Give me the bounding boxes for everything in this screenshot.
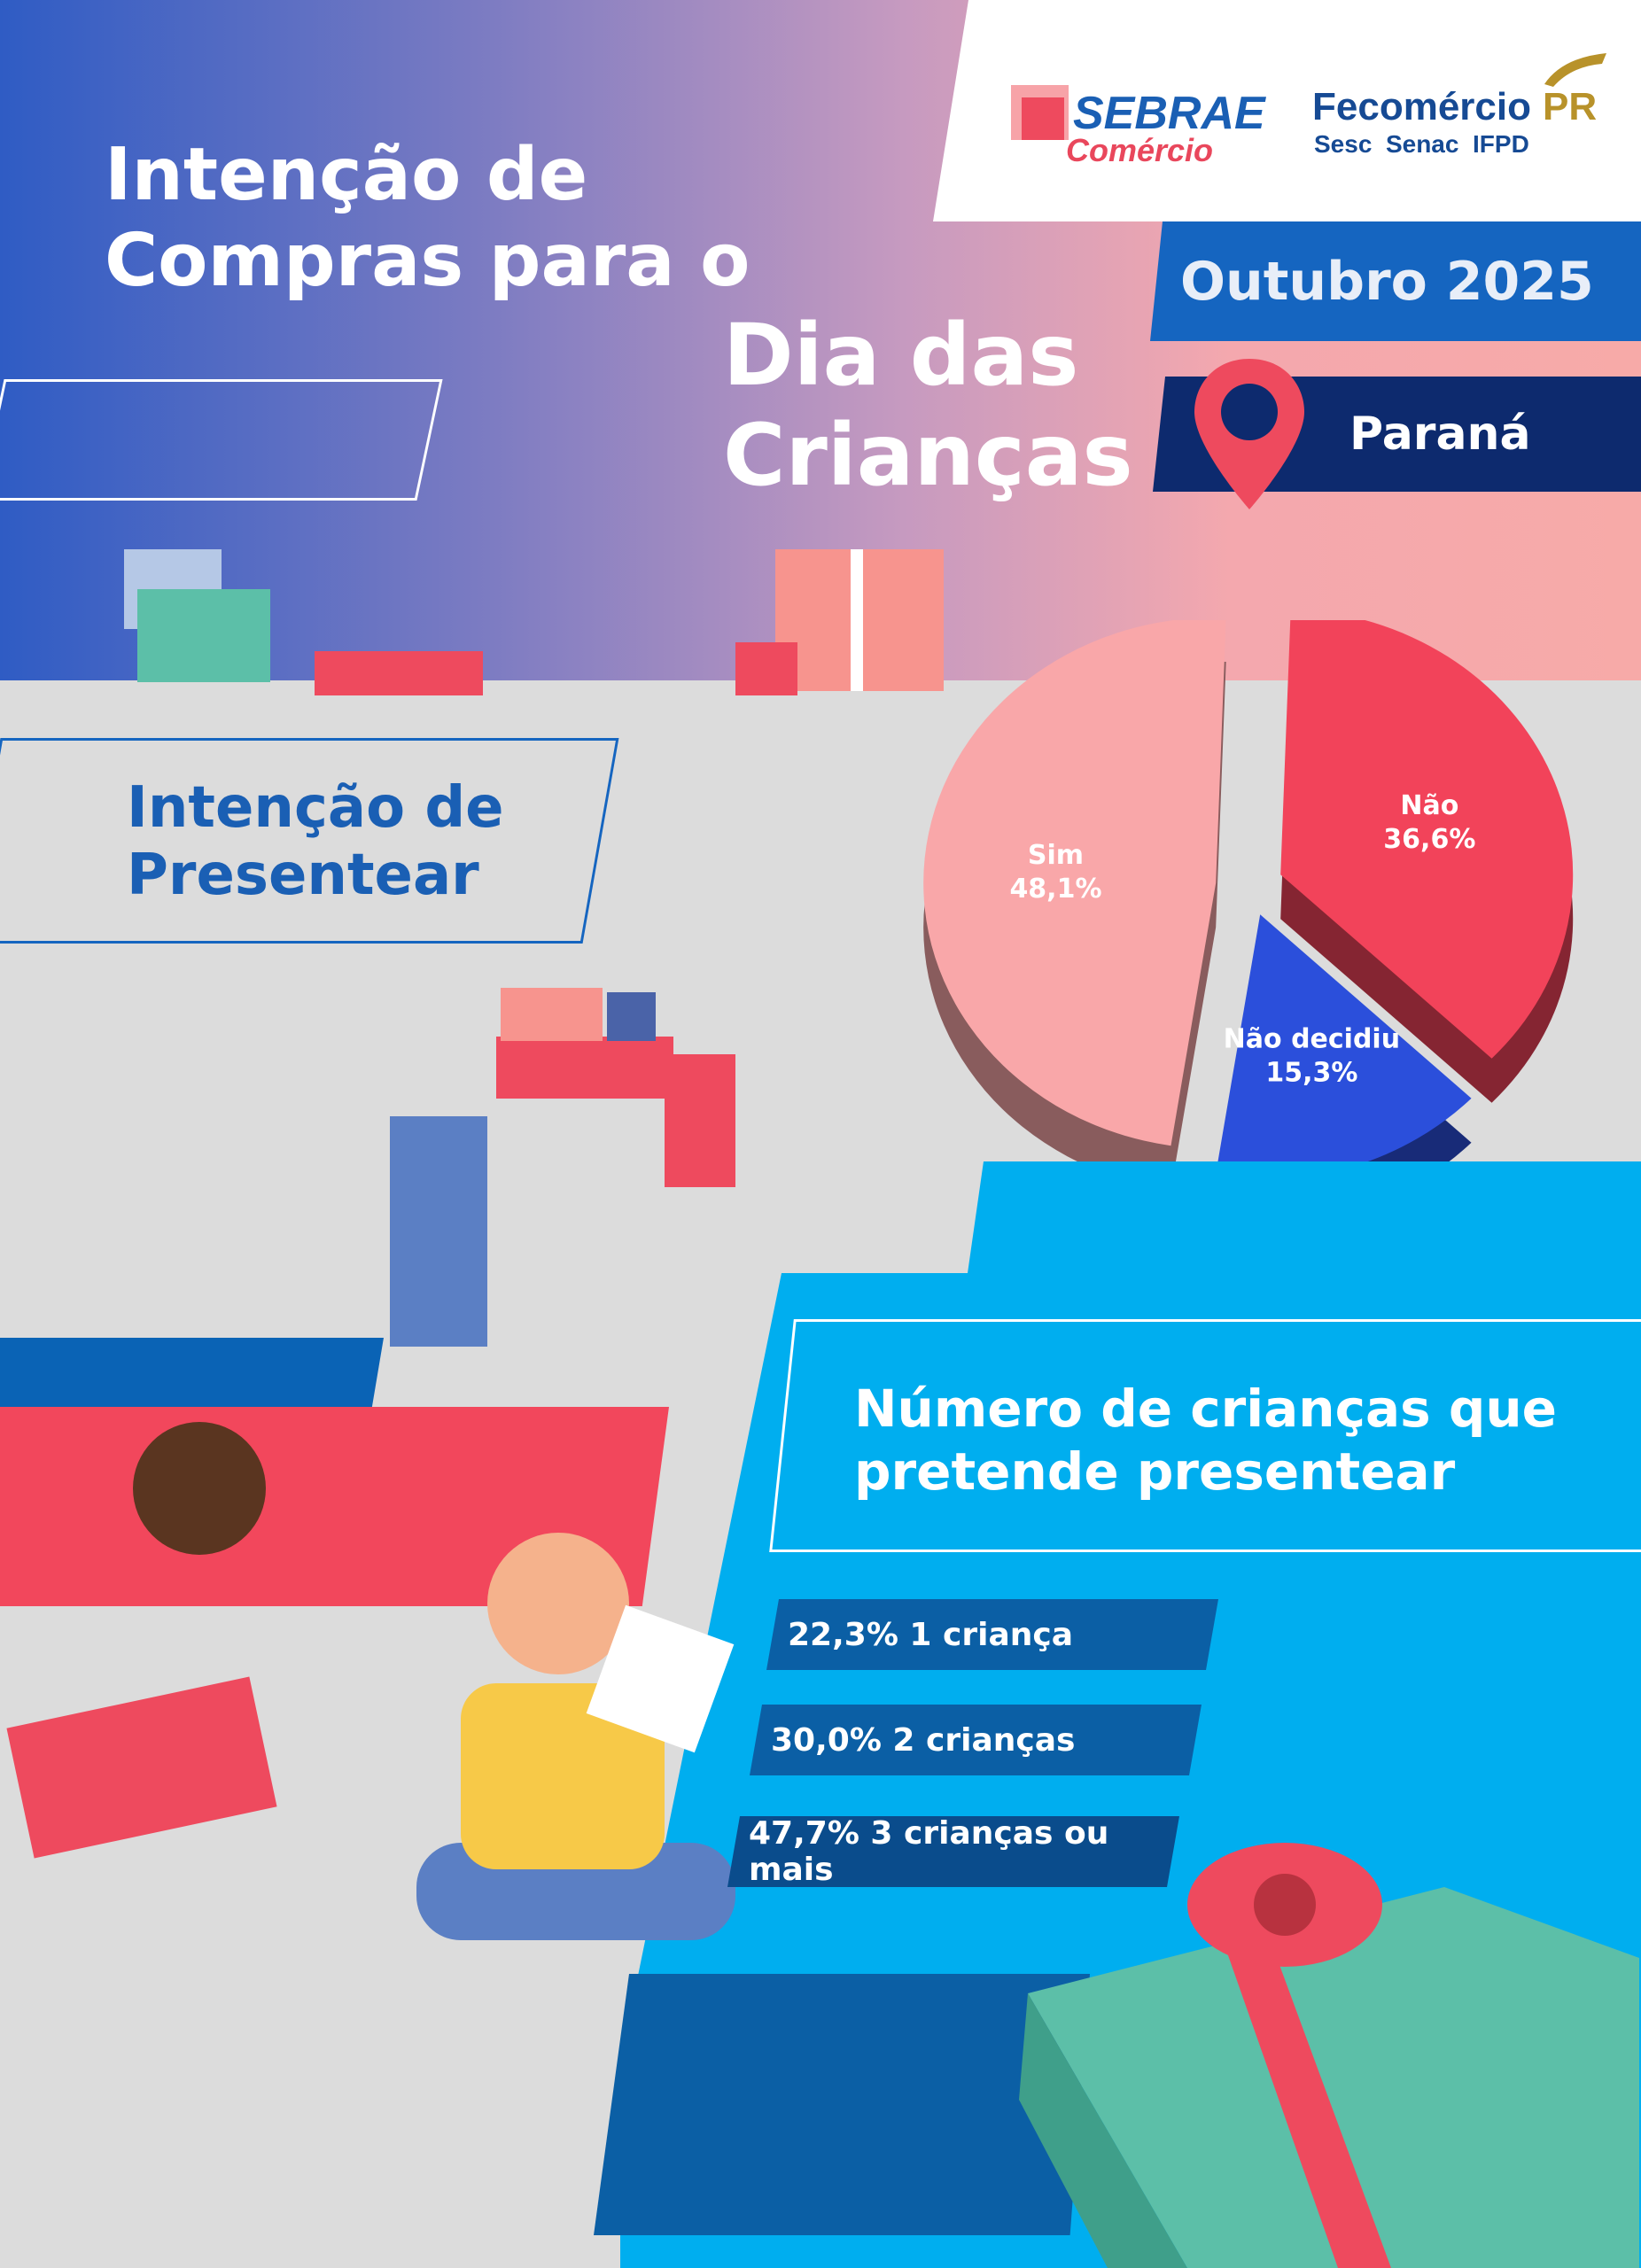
decorative-outline [0, 379, 443, 501]
region-text: Paraná [1349, 408, 1531, 461]
section-intention-title: Intenção de Presentear [127, 775, 504, 909]
section-title-line: pretende presentear [854, 1441, 1456, 1502]
pie-label: Não [1400, 790, 1458, 821]
stat-text: 47,7% 3 crianças ou mais [749, 1815, 1109, 1888]
svg-text:Comércio: Comércio [1066, 132, 1213, 168]
sebrae-logo: SEBRAE Comércio [1011, 85, 1266, 168]
couple-gift-illustration [390, 988, 735, 1347]
pie-slice-top [923, 620, 1226, 1146]
pie-value-label: 15,3% [1265, 1057, 1357, 1088]
stat-text: 22,3% 1 criança [788, 1616, 1073, 1653]
page-title-highlight: Dia das Crianças [723, 306, 1133, 507]
stat-bar-3-plus-children: 47,7% 3 crianças ou mais [727, 1816, 1179, 1887]
fecomercio-logo: Fecomércio PR Sesc Senac IFPD [1312, 53, 1606, 158]
section-children-title: Número de crianças que pretende presente… [854, 1378, 1557, 1503]
period-text: Outubro 2025 [1180, 250, 1594, 313]
pie-value-label: 36,6% [1383, 824, 1475, 855]
title-highlight-line-1: Dia das [723, 306, 1079, 405]
children-gifts-illustration [6, 1422, 735, 1940]
pie-value-label: 48,1% [1009, 874, 1101, 905]
section-title-line: Presentear [127, 842, 479, 908]
section-title-line: Intenção de [127, 775, 504, 841]
svg-text:PR: PR [1543, 85, 1597, 128]
partner-logos: SEBRAE Comércio Fecomércio PR Sesc Senac… [1011, 53, 1606, 168]
pie-slice-top [1280, 620, 1574, 1059]
svg-text:Sesc Senac IFPD: Sesc Senac IFPD [1314, 130, 1529, 158]
pie-label: Não decidiu [1224, 1023, 1400, 1054]
title-line-1: Intenção de [105, 133, 588, 217]
stat-bar-1-child: 22,3% 1 criança [766, 1599, 1218, 1670]
gift-boxes-illustration [124, 549, 944, 695]
logo-panel: SEBRAE Comércio Fecomércio PR Sesc Senac… [933, 0, 1641, 221]
stat-bar-2-children: 30,0% 2 crianças [750, 1705, 1202, 1775]
period-badge: Outubro 2025 [1150, 221, 1641, 341]
stat-text: 30,0% 2 crianças [771, 1721, 1076, 1759]
svg-text:SEBRAE: SEBRAE [1073, 88, 1266, 139]
title-highlight-line-2: Crianças [723, 406, 1133, 506]
big-gift-box-illustration [1019, 1843, 1639, 2268]
location-pin-icon [1194, 359, 1304, 509]
page-title: Intenção de Compras para o [105, 133, 750, 305]
title-line-2: Compras para o [105, 218, 751, 303]
pie-slice-top [1215, 914, 1472, 1181]
svg-text:Fecomércio: Fecomércio [1312, 85, 1531, 128]
decorative-block [594, 1974, 1090, 2235]
section-title-line: Número de crianças que [854, 1379, 1557, 1439]
pie-label: Sim [1028, 840, 1084, 871]
